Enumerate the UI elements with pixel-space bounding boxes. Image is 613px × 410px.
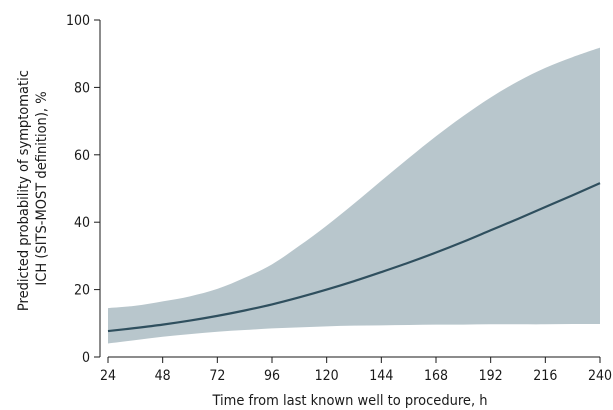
y-axis-title: Predicted probability of symptomatic ICH… bbox=[16, 66, 50, 311]
y-tick-label: 100 bbox=[66, 13, 90, 29]
x-tick-label: 120 bbox=[315, 368, 339, 384]
estimate-line-layer bbox=[107, 182, 601, 333]
y-tick-label: 20 bbox=[74, 283, 90, 299]
x-tick-label: 144 bbox=[369, 368, 393, 384]
x-tick-label: 48 bbox=[155, 368, 171, 384]
x-axis-title: Time from last known well to procedure, … bbox=[211, 393, 487, 409]
x-tick-label: 168 bbox=[424, 368, 448, 384]
y-axis-title-line-1: Predicted probability of symptomatic bbox=[16, 70, 32, 311]
x-tick-label: 192 bbox=[479, 368, 503, 384]
estimate-line bbox=[107, 182, 601, 333]
y-axis-title-line-2: ICH (SITS-MOST definition), % bbox=[34, 91, 50, 285]
x-tick-label: 24 bbox=[100, 368, 116, 384]
y-tick-label: 40 bbox=[74, 215, 90, 231]
x-tick-label: 96 bbox=[264, 368, 280, 384]
axes: 24 48 72 96 120 144 168 192 216 240 0 20 40 60 80 100 bbox=[66, 13, 612, 384]
x-tick-label: 216 bbox=[533, 368, 557, 384]
x-tick-label: 240 bbox=[588, 368, 612, 384]
confidence-band bbox=[108, 47, 600, 344]
axis-labels: Time from last known well to procedure, … bbox=[16, 66, 488, 409]
x-tick-label: 72 bbox=[209, 368, 225, 384]
y-tick-label: 0 bbox=[82, 350, 90, 366]
confidence-band-layer bbox=[108, 47, 600, 344]
y-tick-label: 80 bbox=[74, 80, 90, 96]
y-tick-label: 60 bbox=[74, 148, 90, 164]
